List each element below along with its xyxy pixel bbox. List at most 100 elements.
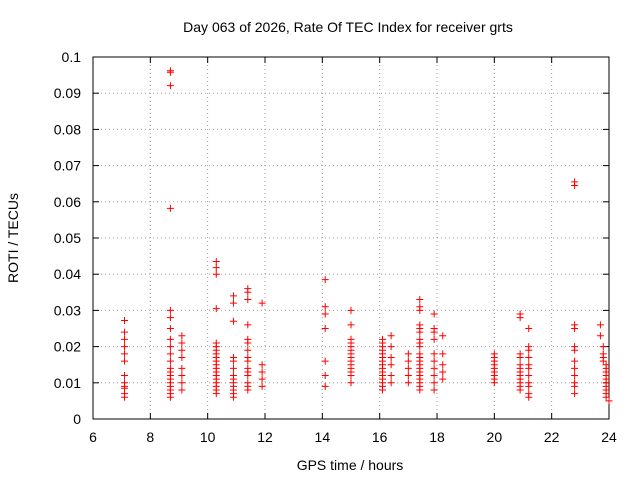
x-tick-label: 12 — [257, 429, 273, 445]
data-point — [387, 379, 395, 387]
data-point — [166, 82, 174, 90]
data-point — [602, 393, 610, 401]
y-tick-label: 0.03 — [54, 302, 81, 318]
data-point — [121, 317, 129, 325]
axis-ticks: 6 8 10 12 14 16 18 20 22 24 0 0.01 0.02 0.03 0.04 0.05 0… — [54, 49, 617, 445]
y-tick-label: 0.08 — [54, 121, 81, 137]
data-point — [178, 364, 186, 372]
data-point — [430, 386, 438, 394]
data-point — [599, 357, 607, 365]
x-tick-label: 10 — [200, 429, 216, 445]
data-point — [599, 343, 607, 351]
data-point — [166, 325, 174, 332]
data-point — [258, 299, 266, 307]
data-point — [244, 288, 252, 296]
data-point — [439, 375, 447, 383]
data-point — [416, 306, 424, 314]
data-point — [166, 204, 174, 212]
y-tick-label: 0.02 — [54, 339, 81, 355]
data-point — [244, 357, 252, 365]
data-point — [229, 357, 237, 365]
x-tick-label: 16 — [372, 429, 388, 445]
y-tick-label: 0 — [73, 411, 81, 427]
data-point — [404, 357, 412, 365]
data-point — [166, 343, 174, 351]
data-point — [321, 276, 329, 284]
data-point — [121, 328, 129, 336]
data-point — [490, 379, 498, 387]
data-point — [347, 321, 355, 329]
data-point — [439, 361, 447, 369]
data-point — [121, 335, 129, 343]
data-point — [244, 372, 252, 380]
y-tick-label: 0.09 — [54, 85, 81, 101]
data-point — [229, 299, 237, 307]
y-tick-label: 0.04 — [54, 266, 81, 282]
data-point — [166, 350, 174, 358]
data-point — [178, 346, 186, 354]
chart-title: Day 063 of 2026, Rate Of TEC Index for r… — [183, 19, 513, 35]
data-point — [430, 357, 438, 365]
data-point — [404, 364, 412, 372]
data-point — [244, 346, 252, 354]
data-points — [121, 67, 613, 405]
data-point — [416, 386, 424, 394]
data-point — [571, 372, 579, 380]
data-point — [516, 386, 524, 394]
data-point — [525, 393, 533, 401]
data-point — [430, 350, 438, 358]
data-point — [258, 361, 266, 369]
data-point — [347, 379, 355, 387]
data-point — [121, 357, 129, 365]
data-point — [212, 270, 220, 278]
data-point — [321, 303, 329, 311]
data-point — [244, 321, 252, 329]
data-point — [166, 68, 174, 76]
data-point — [430, 372, 438, 380]
data-point — [321, 310, 329, 318]
data-point — [439, 368, 447, 376]
y-tick-label: 0.01 — [54, 375, 81, 391]
data-point — [571, 364, 579, 372]
data-point — [178, 372, 186, 380]
data-point — [516, 314, 524, 322]
data-point — [516, 353, 524, 361]
data-point — [121, 393, 129, 401]
data-point — [430, 379, 438, 387]
data-point — [525, 353, 533, 361]
data-point — [258, 382, 266, 390]
data-point — [596, 321, 604, 329]
data-point — [229, 292, 237, 300]
data-point — [571, 357, 579, 365]
data-point — [166, 314, 174, 322]
grid-lines — [93, 57, 609, 419]
data-point — [525, 382, 533, 390]
data-point — [212, 390, 220, 398]
data-point — [121, 343, 129, 351]
data-point — [244, 296, 252, 304]
data-point — [166, 306, 174, 314]
x-axis-label: GPS time / hours — [297, 457, 404, 473]
data-point — [258, 368, 266, 376]
x-tick-label: 18 — [429, 429, 445, 445]
data-point — [166, 357, 174, 365]
data-point — [387, 372, 395, 380]
data-point — [404, 350, 412, 358]
data-point — [571, 382, 579, 390]
y-tick-label: 0.05 — [54, 230, 81, 246]
data-point — [416, 328, 424, 336]
data-point — [166, 393, 174, 401]
data-point — [571, 390, 579, 398]
data-point — [439, 332, 447, 340]
x-tick-label: 24 — [601, 429, 617, 445]
y-tick-label: 0.1 — [62, 49, 82, 65]
data-point — [430, 364, 438, 372]
data-point — [229, 364, 237, 372]
data-point — [387, 361, 395, 369]
data-point — [439, 350, 447, 358]
data-point — [229, 393, 237, 401]
data-point — [178, 386, 186, 394]
data-point — [212, 305, 220, 313]
data-point — [321, 357, 329, 365]
